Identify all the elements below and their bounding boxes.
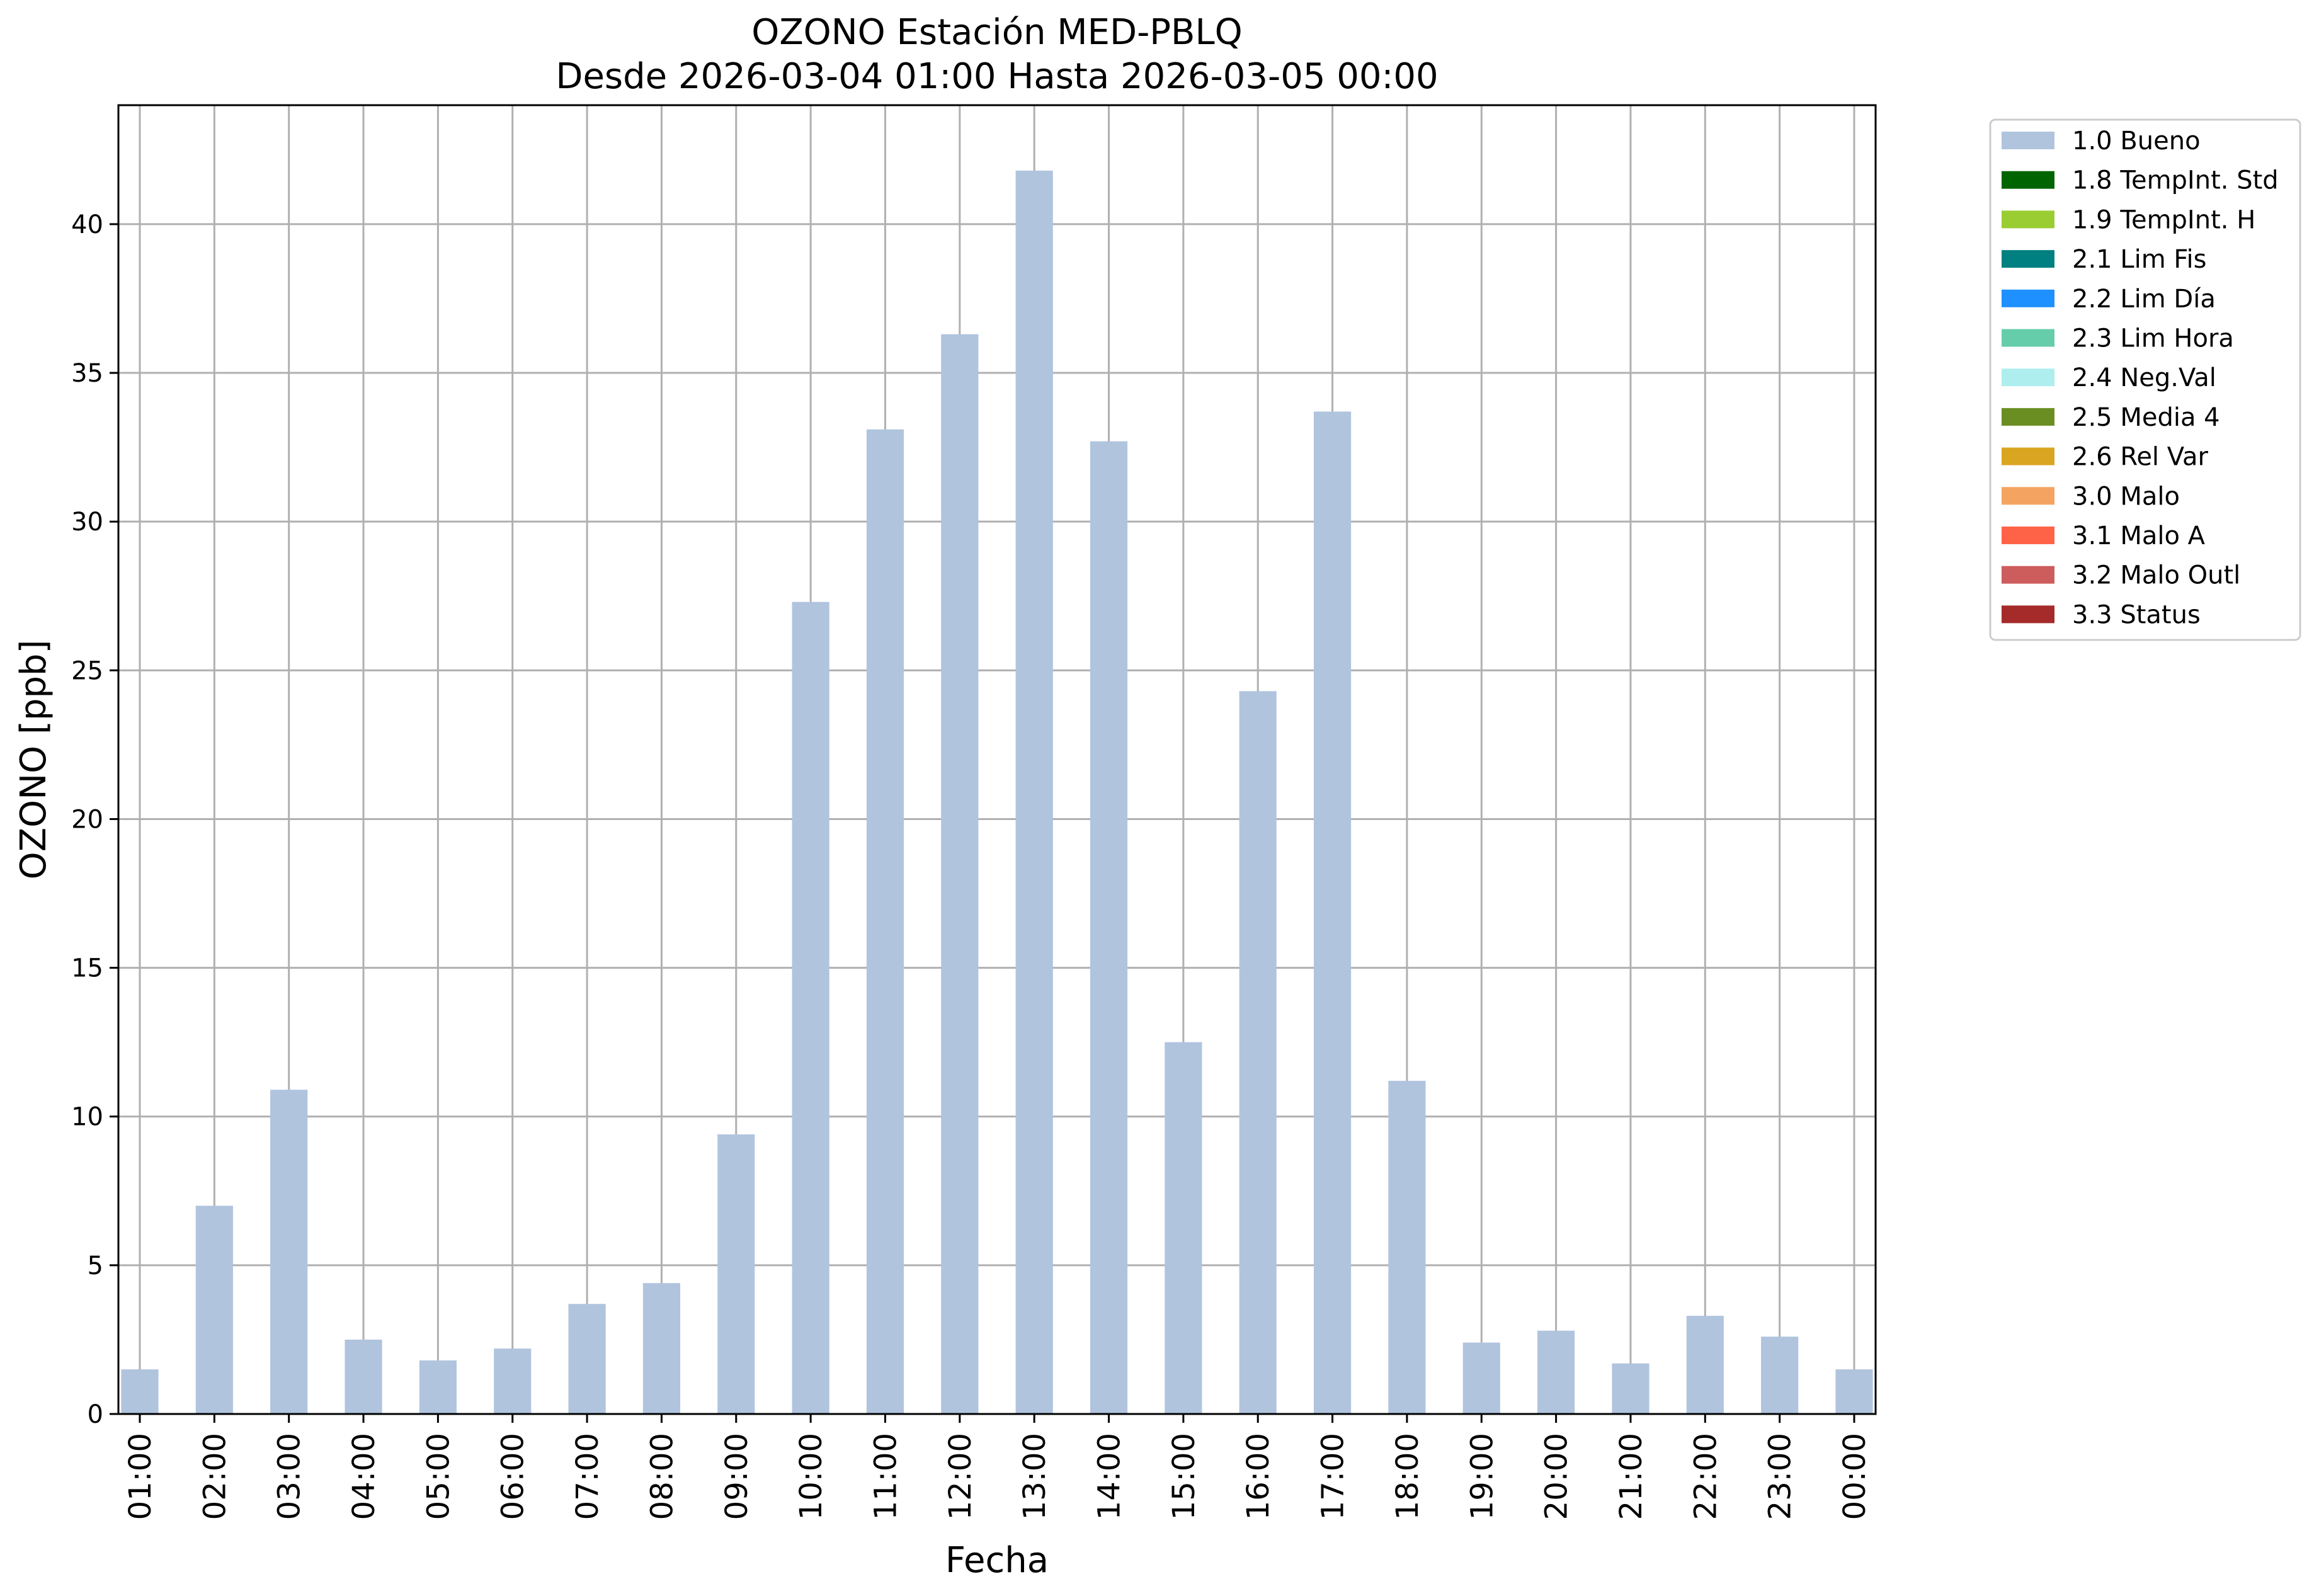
legend-swatch: [2002, 289, 2054, 307]
x-tick-label: 03:00: [272, 1433, 307, 1520]
y-tick-label: 5: [88, 1251, 103, 1280]
x-tick-label: 11:00: [868, 1433, 903, 1520]
legend-swatch: [2002, 487, 2054, 505]
bar-0700: [568, 1304, 606, 1414]
legend-label: 3.2 Malo Outl: [2072, 561, 2240, 590]
chart-title: OZONO Estación MED-PBLQ: [751, 12, 1243, 53]
bar-0000: [1835, 1369, 1873, 1414]
legend: 1.0 Bueno 1.8 TempInt. Std 1.9 TempInt. H 2…: [1989, 118, 2301, 641]
bar-2000: [1537, 1330, 1575, 1414]
x-tick-label: 05:00: [421, 1433, 456, 1520]
plot-area-frame: [117, 104, 1877, 1415]
bar-0300: [270, 1090, 308, 1414]
y-axis-label: OZONO [ppb]: [13, 640, 54, 880]
legend-swatch: [2002, 566, 2054, 584]
x-tick-label: 14:00: [1092, 1433, 1127, 1520]
legend-label: 2.2 Lim Día: [2072, 285, 2216, 314]
bar-0900: [717, 1134, 755, 1414]
y-tick-label: 35: [71, 359, 103, 388]
legend-label: 1.0 Bueno: [2072, 127, 2201, 156]
bar-1400: [1090, 441, 1128, 1414]
y-tick-label: 10: [71, 1103, 103, 1132]
legend-swatch: [2002, 527, 2054, 544]
x-tick-label: 12:00: [943, 1433, 978, 1520]
legend-swatch: [2002, 132, 2054, 149]
y-tick-label: 25: [71, 656, 103, 685]
y-tick-label: 40: [71, 210, 103, 239]
bar-1700: [1313, 411, 1352, 1414]
x-tick-label: 06:00: [496, 1433, 531, 1520]
x-tick-label: 01:00: [123, 1433, 158, 1520]
x-tick-label: 15:00: [1166, 1433, 1202, 1520]
bar-0800: [642, 1283, 681, 1414]
x-tick-label: 04:00: [346, 1433, 382, 1520]
x-tick-label: 08:00: [644, 1433, 680, 1520]
legend-frame: [1989, 118, 2301, 641]
legend-swatch: [2002, 605, 2054, 624]
bars: [121, 170, 1873, 1414]
legend-label: 2.4 Neg.Val: [2072, 363, 2216, 392]
x-tick-label: 10:00: [794, 1433, 829, 1520]
y-tick-label: 20: [71, 805, 103, 834]
bar-1600: [1239, 691, 1277, 1414]
x-tick-label: 02:00: [197, 1433, 232, 1520]
x-tick-label: 13:00: [1017, 1433, 1052, 1520]
x-tick-label: 09:00: [719, 1433, 755, 1520]
x-tick-label: 19:00: [1464, 1433, 1500, 1520]
y-tick-label: 15: [71, 954, 103, 983]
bar-1300: [1015, 170, 1053, 1414]
bar-1800: [1388, 1081, 1426, 1414]
x-tick-label: 23:00: [1763, 1433, 1798, 1520]
x-axis: 01:00 02:00 03:00 04:00 05:00 06:00 07:00 08:00…: [123, 1414, 1872, 1520]
bar-1900: [1462, 1342, 1500, 1414]
y-axis: 0 5 10 15 20 25 30 35 40: [71, 210, 118, 1429]
x-tick-label: 00:00: [1837, 1433, 1872, 1520]
legend-label: 2.1 Lim Fis: [2072, 245, 2206, 274]
legend-swatch: [2002, 250, 2054, 268]
x-tick-label: 21:00: [1614, 1433, 1649, 1520]
bar-0600: [494, 1348, 532, 1414]
x-tick-label: 16:00: [1241, 1433, 1276, 1520]
x-tick-label: 20:00: [1539, 1433, 1575, 1520]
legend-swatch: [2002, 408, 2054, 426]
bar-2100: [1612, 1363, 1650, 1414]
legend-label: 3.1 Malo A: [2072, 522, 2206, 550]
bar-0200: [195, 1206, 233, 1414]
x-tick-label: 17:00: [1316, 1433, 1351, 1520]
x-tick-label: 07:00: [570, 1433, 605, 1520]
legend-label: 1.8 TempInt. Std: [2072, 166, 2279, 195]
bar-2300: [1761, 1337, 1799, 1414]
x-tick-label: 22:00: [1688, 1433, 1723, 1520]
chart-subtitle: Desde 2026-03-04 01:00 Hasta 2026-03-05 …: [556, 56, 1438, 97]
legend-label: 2.3 Lim Hora: [2072, 324, 2234, 353]
legend-label: 1.9 TempInt. H: [2072, 205, 2255, 234]
legend-label: 2.6 Rel Var: [2072, 443, 2209, 472]
y-tick-label: 30: [71, 508, 103, 537]
x-tick-label: 18:00: [1390, 1433, 1425, 1520]
bar-2200: [1686, 1316, 1724, 1414]
x-axis-label: Fecha: [945, 1540, 1049, 1581]
bar-1000: [792, 601, 829, 1414]
legend-swatch: [2002, 171, 2054, 189]
bar-1200: [941, 334, 979, 1414]
bar-0400: [345, 1339, 382, 1414]
legend-swatch: [2002, 210, 2054, 229]
bar-0500: [419, 1360, 457, 1414]
bar-0100: [121, 1369, 159, 1414]
legend-swatch: [2002, 329, 2054, 347]
bar-1500: [1165, 1042, 1202, 1414]
legend-label: 3.0 Malo: [2072, 482, 2180, 511]
legend-swatch: [2002, 447, 2054, 465]
legend-swatch: [2002, 368, 2054, 387]
bar-1100: [866, 429, 904, 1414]
y-tick-label: 0: [88, 1400, 103, 1429]
legend-label: 2.5 Media 4: [2072, 403, 2220, 432]
legend-label: 3.3 Status: [2072, 600, 2201, 629]
grid-lines: [118, 105, 1876, 1415]
